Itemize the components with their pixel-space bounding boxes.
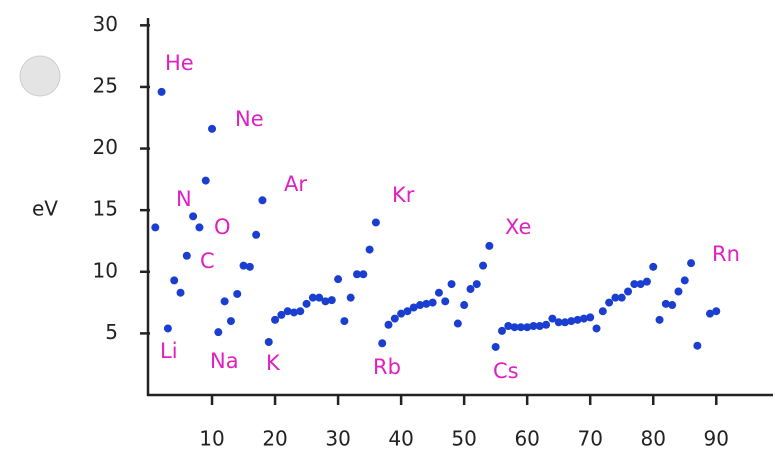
annotation: Rb: [373, 355, 401, 379]
point: [605, 299, 613, 307]
point: [265, 338, 273, 346]
point: [693, 342, 701, 350]
x-tick-label: 90: [704, 427, 729, 451]
y-axis-label: eV: [32, 197, 58, 221]
annotation: Li: [160, 339, 178, 363]
point: [593, 324, 601, 332]
point: [378, 339, 386, 347]
point: [624, 287, 632, 295]
annotation: Kr: [392, 183, 415, 207]
point: [195, 223, 203, 231]
point: [687, 259, 695, 267]
point: [498, 327, 506, 335]
point: [460, 301, 468, 309]
point: [177, 289, 185, 297]
point: [448, 280, 456, 288]
decoration: [20, 56, 60, 96]
point: [183, 252, 191, 260]
point: [303, 300, 311, 308]
point: [668, 301, 676, 309]
x-tick-label: 80: [641, 427, 666, 451]
point: [492, 343, 500, 351]
point: [618, 294, 626, 302]
chart: eV 5 10 15 20 25 30 10 20 30 40 50 60 70 80 90 He Ne NOC A…: [0, 0, 775, 462]
point: [681, 276, 689, 284]
point: [334, 275, 342, 283]
point: [227, 317, 235, 325]
point: [340, 317, 348, 325]
point: [599, 307, 607, 315]
annotation: N: [176, 187, 192, 211]
point: [258, 196, 266, 204]
annotation: Na: [210, 349, 239, 373]
x-tick-label: 60: [514, 427, 539, 451]
point: [366, 246, 374, 254]
point: [221, 297, 229, 305]
point: [328, 296, 336, 304]
point: [466, 285, 474, 293]
annotation: He: [165, 51, 194, 75]
annotation: Ar: [284, 172, 307, 196]
point: [674, 287, 682, 295]
point: [164, 324, 172, 332]
point: [643, 278, 651, 286]
point: [435, 289, 443, 297]
x-tick-label: 10: [199, 427, 224, 451]
point: [208, 125, 216, 133]
point: [189, 212, 197, 220]
y-tick-label: 5: [105, 320, 118, 344]
point: [372, 218, 380, 226]
point: [170, 276, 178, 284]
point: [296, 307, 304, 315]
point: [385, 321, 393, 329]
point: [151, 223, 159, 231]
x-tick-label: 70: [577, 427, 602, 451]
point: [271, 316, 279, 324]
annotation: O: [214, 215, 231, 239]
point: [359, 270, 367, 278]
point: [347, 294, 355, 302]
x-tick-label: 50: [451, 427, 476, 451]
point: [656, 316, 664, 324]
y-tick-label: 25: [93, 73, 118, 97]
point: [214, 328, 222, 336]
annotation: Xe: [505, 215, 531, 239]
annotation: C: [200, 249, 215, 273]
y-tick-label: 10: [93, 258, 118, 282]
annotation: Cs: [493, 359, 519, 383]
point: [429, 299, 437, 307]
point: [485, 242, 493, 250]
x-tick-label: 40: [388, 427, 413, 451]
point: [391, 315, 399, 323]
point: [649, 263, 657, 271]
point: [712, 307, 720, 315]
point: [473, 280, 481, 288]
point: [246, 263, 254, 271]
annotation: Rn: [712, 242, 740, 266]
annotation: Ne: [235, 107, 264, 131]
point: [233, 290, 241, 298]
point: [158, 88, 166, 96]
point: [454, 320, 462, 328]
y-tick-label: 20: [93, 135, 118, 159]
x-tick-label: 20: [262, 427, 287, 451]
point: [202, 177, 210, 185]
y-tick-label: 15: [93, 197, 118, 221]
point: [252, 231, 260, 239]
point: [542, 321, 550, 329]
point: [586, 313, 594, 321]
point: [479, 262, 487, 270]
annotation: K: [266, 351, 281, 375]
point: [441, 297, 449, 305]
x-tick-label: 30: [325, 427, 350, 451]
y-tick-label: 30: [93, 12, 118, 36]
